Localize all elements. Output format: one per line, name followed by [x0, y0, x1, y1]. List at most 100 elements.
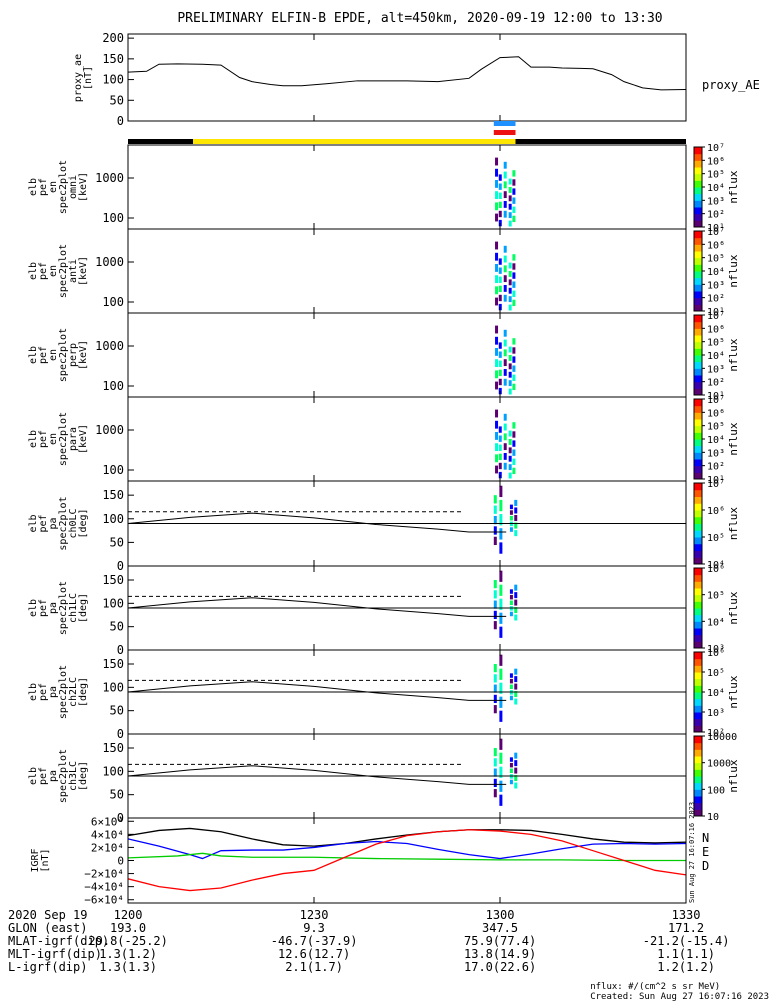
ephemeris-value: 1330 — [671, 908, 701, 922]
ephemeris-value: 12.6(12.7) — [278, 947, 351, 961]
spectrogram-colorbar-segment — [694, 291, 702, 299]
spectrogram-ytick-label: 100 — [102, 295, 124, 309]
pitch-angle-colorbar-segment — [694, 483, 702, 491]
ephemeris-value: 1.2(1.2) — [657, 960, 715, 974]
spectrogram-colorbar-segment — [694, 187, 702, 195]
pitch-angle-data-patch — [509, 504, 513, 510]
pitch-angle-ytick-label: 150 — [102, 573, 124, 587]
spectrogram-colorbar-segment — [694, 147, 702, 155]
pitch-angle-colorbar-segment — [694, 762, 702, 770]
spectrogram-data-streak — [498, 174, 502, 181]
spectrogram-colorbar-segment — [694, 207, 702, 215]
spectrogram-data-streak — [512, 254, 516, 261]
spectrogram-data-streak — [508, 271, 512, 277]
spectrogram-data-streak — [498, 351, 502, 358]
spectrogram-data-streak — [498, 435, 502, 442]
pitch-angle-colorbar-tick-label: 10⁶ — [707, 648, 725, 659]
pitch-angle-colorbar-segment — [694, 594, 702, 602]
pitch-angle-data-patch — [493, 768, 497, 777]
spectrogram-data-streak — [495, 191, 499, 200]
spectrogram-data-streak — [508, 296, 512, 303]
spectrogram-colorbar-tick-label: 10⁵ — [707, 338, 725, 349]
pitch-angle-ylabel-line: pef — [38, 514, 49, 532]
pitch-angle-data-patch — [514, 767, 518, 774]
spectrogram-data-streak — [508, 279, 512, 286]
spectrogram-ytick-label: 1000 — [95, 339, 124, 353]
pitch-angle-colorbar-segment — [694, 782, 702, 790]
pitch-angle-colorbar-segment — [694, 725, 702, 733]
pitch-angle-colorbar-segment — [694, 523, 702, 531]
spectrogram-data-streak — [508, 447, 512, 454]
spectrogram-colorbar-segment — [694, 459, 702, 467]
loss-cone-solid-line — [127, 597, 470, 617]
spectrogram-data-streak — [498, 342, 502, 349]
spectrogram-colorbar-segment — [694, 167, 702, 175]
spectrogram-data-streak — [512, 290, 516, 297]
spectrogram-colorbar-segment — [694, 315, 702, 323]
spectrogram-ylabel-line: para — [68, 427, 79, 451]
spectrogram-panel: 100 1000 elb pef en spec2plot perp [keV] 10¹ 10² 1… — [28, 311, 740, 402]
ae-panel: 0 50 100 150 200 proxy_AE proxy_ae [nT] — [73, 31, 760, 128]
spectrogram-data-streak — [503, 329, 507, 337]
spectrogram-data-streak — [498, 462, 502, 470]
pitch-angle-colorbar-tick-label: 10⁴ — [707, 560, 725, 571]
figure-title: PRELIMINARY ELFIN-B EPDE, alt=450km, 202… — [177, 11, 662, 26]
ephemeris-value: 1230 — [299, 908, 329, 922]
pitch-angle-colorbar-segment — [694, 503, 702, 511]
pitch-angle-colorbar-segment — [694, 581, 702, 589]
spectrogram-colorbar-segment — [694, 251, 702, 259]
spectrogram-ylabel-line: elb — [28, 430, 39, 448]
spectrogram-colorbar-tick-label: 10² — [707, 462, 725, 473]
spectrogram-ylabel-line: elb — [28, 178, 39, 196]
ephemeris-value: 75.9(77.4) — [464, 934, 537, 948]
pitch-angle-colorbar-segment — [694, 652, 702, 660]
ephemeris-row-label: GLON (east) — [8, 921, 88, 935]
spectrogram-data-streak — [495, 202, 499, 211]
spectrogram-data-streak — [498, 201, 502, 209]
ae-ytick-label: 150 — [102, 52, 124, 66]
spectrogram-frame — [127, 312, 687, 398]
pitch-angle-data-patch — [493, 600, 497, 609]
spectrogram-panel: 100 1000 elb pef en spec2plot omni [keV] 10¹ 10² 1… — [28, 143, 740, 234]
pitch-angle-data-patch — [514, 668, 518, 675]
pitch-angle-colorbar-segment — [694, 802, 702, 810]
pitch-angle-colorbar-segment — [694, 530, 702, 538]
pitch-angle-ylabel-line: ch3LC — [68, 761, 79, 791]
spectrogram-colorbar-tick-label: 10² — [707, 378, 725, 389]
spectrogram-colorbar-tick-label: 10⁶ — [707, 408, 725, 419]
pitch-angle-data-patch — [499, 570, 503, 582]
pitch-angle-colorbar-segment — [694, 698, 702, 706]
pitch-angle-data-patch — [499, 654, 503, 666]
igrf-legend-D: D — [702, 859, 709, 873]
loss-cone-solid-line — [127, 681, 470, 701]
spectrogram-colorbar-segment — [694, 328, 702, 336]
spectrogram-data-streak — [512, 449, 516, 456]
pitch-angle-data-patch — [509, 673, 513, 678]
spectrogram-data-streak — [495, 168, 499, 177]
pitch-angle-colorbar-tick-label: 100 — [707, 785, 725, 796]
pitch-angle-data-patch — [499, 668, 503, 680]
spectrogram-colorbar-segment — [694, 257, 702, 265]
spectrogram-data-streak — [503, 369, 507, 376]
spectrogram-data-streak — [495, 180, 499, 188]
pitch-angle-ylabel-line: elb — [28, 767, 39, 785]
pitch-angle-ylabel-line: [deg] — [78, 761, 89, 791]
pitch-angle-colorbar-tick-label: 10⁶ — [707, 564, 725, 575]
spectrogram-colorbar-tick-label: 10⁷ — [707, 143, 725, 154]
igrf-ytick-label: 2×10⁴ — [91, 841, 124, 854]
pitch-angle-colorbar-tick-label: 10⁴ — [707, 688, 725, 699]
spectrogram-colorbar-tick-label: 10⁴ — [707, 435, 725, 446]
pitch-angle-ylabel-line: pef — [38, 599, 49, 617]
pitch-angle-colorbar-tick-label: 10³ — [707, 708, 725, 719]
spectrogram-colorbar-segment — [694, 341, 702, 349]
spectrogram-colorbar-label: nflux — [727, 338, 740, 371]
ephemeris-value: 1.1(1.1) — [657, 947, 715, 961]
pitch-angle-ylabel-line: pa — [48, 686, 59, 698]
spectrogram-data-streak — [503, 433, 507, 441]
pitch-angle-colorbar-label: nflux — [727, 591, 740, 624]
igrf-series-N — [127, 838, 687, 860]
spectrogram-colorbar-segment — [694, 439, 702, 447]
spectrogram-colorbar-label: nflux — [727, 254, 740, 287]
pitch-angle-colorbar-segment — [694, 588, 702, 596]
